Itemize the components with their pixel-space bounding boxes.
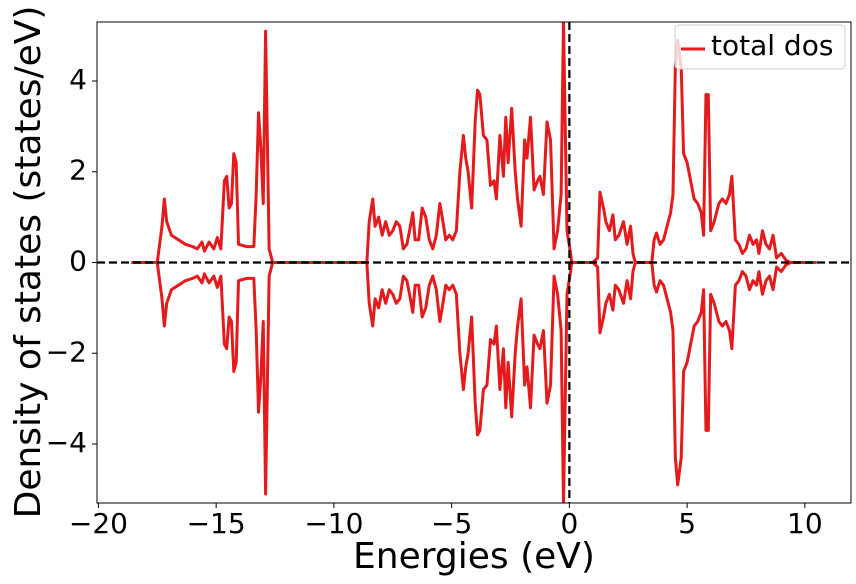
x-tick-label: −10 — [304, 507, 363, 540]
plot-area — [97, 22, 851, 503]
x-tick-label: −5 — [431, 507, 472, 540]
x-tick-label: 10 — [787, 507, 823, 540]
x-tick-label: −20 — [69, 507, 128, 540]
x-tick-label: −15 — [187, 507, 246, 540]
y-axis-label: Density of states (states/eV) — [8, 6, 49, 519]
legend-box — [674, 24, 846, 70]
legend-label: total dos — [711, 29, 833, 62]
y-tick-label: 0 — [69, 245, 87, 278]
x-tick-label: 5 — [678, 507, 696, 540]
x-axis-label: Energies (eV) — [353, 536, 595, 577]
y-tick-label: −4 — [46, 426, 87, 459]
y-tick-label: −2 — [46, 335, 87, 368]
y-tick-label: 2 — [69, 154, 87, 187]
x-tick-label: 0 — [560, 507, 578, 540]
dos-line — [131, 22, 817, 264]
dos-line — [131, 261, 817, 503]
y-tick-label: 4 — [69, 63, 87, 96]
